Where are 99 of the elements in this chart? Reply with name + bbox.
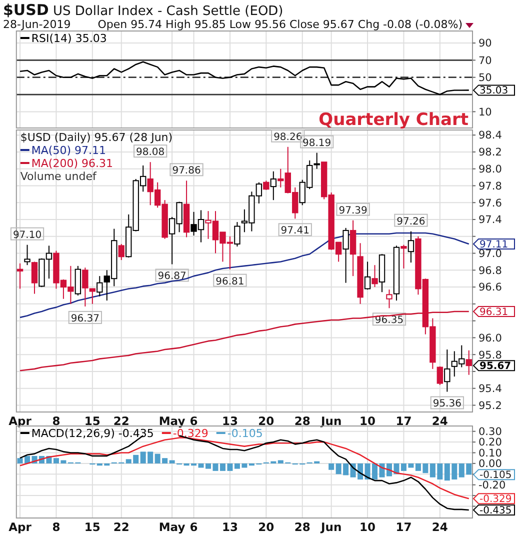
x-tick-label: 10	[360, 414, 376, 428]
annotation: 97.39	[338, 205, 368, 216]
candlestick	[118, 243, 124, 261]
x-tick-label: Apr	[8, 520, 32, 534]
x-tick-label: 8	[52, 414, 60, 428]
x-tick-label: 15	[84, 414, 100, 428]
x-tick-label: 15	[84, 520, 100, 534]
y-tick-label: 0.20	[478, 436, 502, 449]
annotation: 95.36	[432, 398, 462, 410]
data-label: -0.329	[480, 494, 512, 506]
data-label: 97.11	[480, 239, 508, 250]
annotation: 97.10	[12, 230, 42, 241]
y-tick-label: 98.0	[478, 164, 502, 176]
annotation: Quarterly Chart	[318, 110, 468, 130]
annotation: 97.26	[396, 216, 426, 228]
x-tick-label: 28	[294, 520, 310, 534]
candlestick	[408, 230, 414, 264]
line-series	[19, 437, 470, 500]
bar	[328, 463, 334, 470]
y-tick-label: -0.20	[478, 480, 506, 492]
x-tick-label: 13	[222, 520, 238, 534]
x-tick-label: 22	[113, 520, 130, 534]
annotation: 97.86	[172, 166, 201, 177]
annotation: Volume undef	[20, 170, 98, 183]
annotation: 98.08	[136, 147, 165, 158]
y-tick-label: 10	[478, 106, 492, 118]
y-tick-label: 97.6	[478, 197, 502, 210]
y-tick-label: 50	[478, 72, 492, 84]
y-tick-label: 95.8	[478, 349, 502, 362]
annotation: 97.41	[280, 226, 310, 237]
y-tick-label: 97.4	[478, 214, 502, 226]
x-tick-label: 6	[190, 520, 198, 534]
y-tick-label: 95.2	[478, 400, 502, 412]
legend-label: MA(50) 97.11	[31, 144, 106, 157]
y-tick-label: 95.4	[478, 383, 502, 396]
y-tick-label: 90	[478, 38, 492, 50]
x-tick-label: 13	[222, 414, 238, 428]
chart-title: $USD US Dollar Index - Cash Settle (EOD)	[3, 1, 284, 19]
legend-label: RSI(14) 35.03	[31, 32, 107, 45]
x-tick-label: Jun	[320, 414, 342, 428]
y-tick-label: 98.2	[478, 146, 502, 159]
candlestick	[372, 264, 378, 288]
y-tick-label: 96.6	[478, 282, 502, 294]
legend-label: MACD(12,26,9) -0.435	[31, 427, 154, 440]
x-tick-label: 20	[258, 414, 274, 428]
y-tick-label: 70	[478, 54, 492, 67]
text: -0.105	[480, 470, 512, 482]
x-tick-label: 24	[432, 414, 448, 428]
candlestick	[270, 170, 277, 201]
x-tick-label: May	[158, 414, 186, 428]
candlestick	[342, 227, 349, 284]
legend-title: $USD (Daily) 95.67 (28 Jun)	[20, 131, 173, 144]
legend-label: -0.329	[172, 427, 208, 440]
candlestick	[234, 222, 240, 248]
candlestick	[16, 262, 24, 290]
annotation: 96.87	[158, 271, 186, 282]
y-tick-label: 0.10	[478, 447, 502, 460]
annotation: 96.37	[70, 313, 100, 324]
candlestick	[364, 261, 371, 290]
x-tick-label: 22	[113, 414, 130, 428]
y-tick-label: 96.8	[478, 264, 502, 277]
y-tick-label: 97.0	[478, 248, 502, 260]
y-tick-label: 98.4	[478, 130, 502, 142]
annotation: 98.26	[274, 132, 302, 143]
y-tick-label: 97.8	[478, 180, 502, 192]
annotation: 96.81	[216, 276, 244, 288]
x-tick-label: 17	[396, 520, 412, 534]
y-tick-label: 0.30	[478, 426, 502, 438]
x-tick-label: 6	[190, 414, 198, 428]
y-tick-label: 0.00	[478, 458, 502, 470]
y-tick-label: 96.0	[478, 332, 502, 344]
candlestick	[444, 349, 450, 392]
data-label: -0.435	[480, 505, 512, 516]
text: Open 95.74 High 95.85 Low 95.56 Close 95.67 Chg -0.08 (-0.08%)	[98, 18, 462, 31]
data-label: 96.31	[480, 307, 508, 318]
x-tick-label: Jun	[320, 520, 342, 534]
legend-label: -0.105	[227, 427, 263, 440]
candlestick	[400, 244, 407, 269]
candlestick	[96, 276, 103, 297]
line-series	[19, 61, 470, 96]
x-tick-label: 24	[432, 520, 448, 534]
x-tick-label: 8	[52, 520, 60, 534]
candlestick	[31, 261, 38, 294]
candlestick	[263, 180, 270, 190]
candlestick	[436, 366, 444, 386]
x-tick-label: May	[158, 520, 186, 534]
text: 95.67	[480, 361, 512, 372]
x-tick-label: Apr	[8, 414, 32, 428]
legend-label: MA(200) 96.31	[31, 157, 113, 170]
candlestick	[24, 244, 30, 266]
annotation: 98.19	[302, 138, 332, 149]
x-tick-label: 28	[294, 414, 310, 428]
candlestick	[350, 220, 356, 277]
x-tick-label: 20	[258, 520, 274, 534]
x-tick-label: 10	[360, 520, 376, 534]
bar	[169, 460, 175, 464]
chart-subtitle: 28-Jun-2019	[3, 18, 71, 31]
data-label: 35.03	[480, 86, 508, 97]
x-tick-label: 17	[396, 414, 412, 428]
